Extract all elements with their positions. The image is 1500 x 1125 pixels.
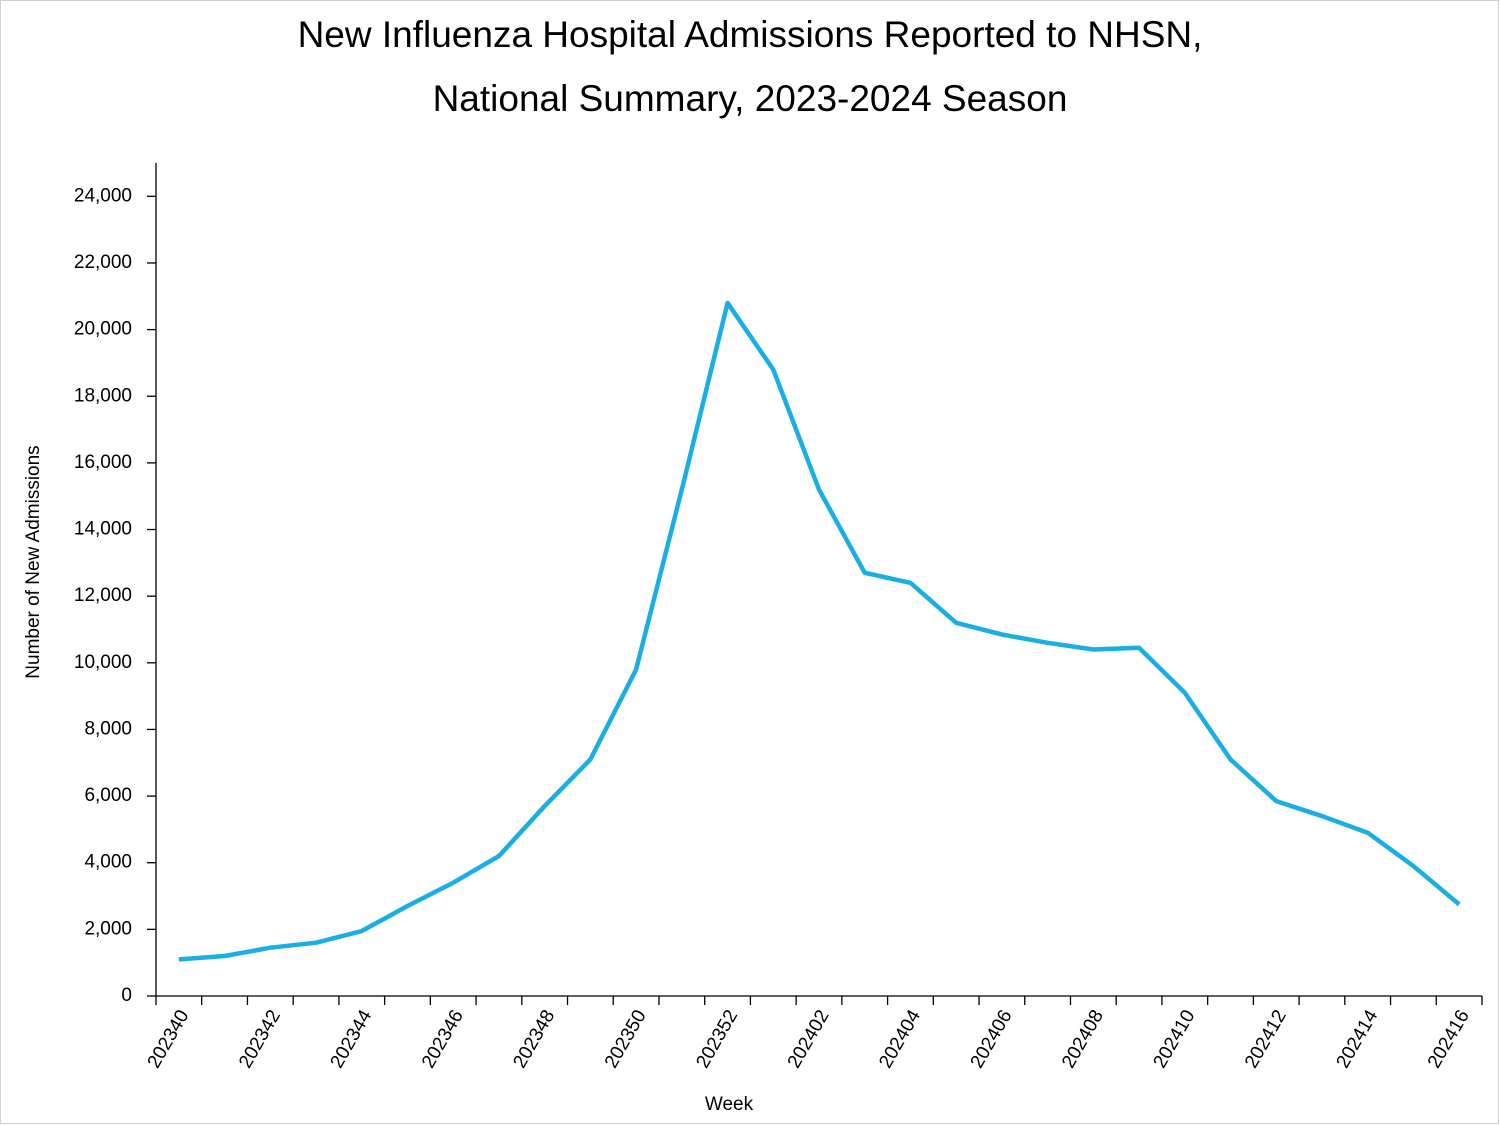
y-tick-label: 14,000 — [74, 519, 132, 540]
y-tick-label: 6,000 — [84, 785, 132, 806]
chart-title: New Influenza Hospital Admissions Report… — [298, 14, 1203, 55]
y-tick-label: 18,000 — [74, 385, 132, 406]
y-tick-label: 22,000 — [74, 252, 132, 273]
chart-title: National Summary, 2023-2024 Season — [433, 78, 1068, 119]
y-tick-label: 10,000 — [74, 652, 132, 673]
y-tick-label: 0 — [121, 985, 132, 1006]
y-axis-label: Number of New Admissions — [23, 445, 44, 678]
y-tick-label: 12,000 — [74, 585, 132, 606]
y-tick-label: 8,000 — [84, 718, 132, 739]
y-tick-label: 2,000 — [84, 918, 132, 939]
x-axis-label: Week — [705, 1094, 754, 1115]
y-tick-label: 20,000 — [74, 319, 132, 340]
data-line — [178, 300, 1461, 962]
y-tick-label: 4,000 — [84, 852, 132, 873]
y-tick-label: 24,000 — [74, 185, 132, 206]
y-tick-label: 16,000 — [74, 452, 132, 473]
